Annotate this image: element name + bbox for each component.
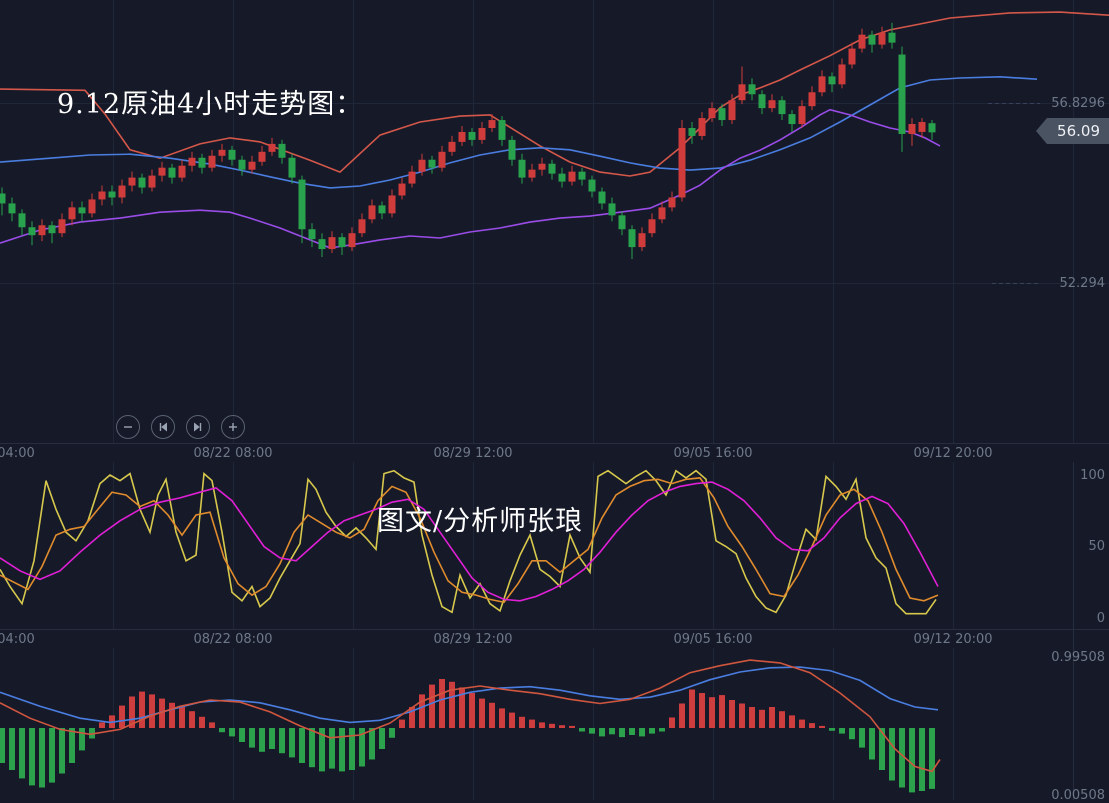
go-to-start-button[interactable]: [151, 415, 175, 439]
stoch-level-50: 50: [1088, 539, 1105, 554]
time-axis-label: 09/05 16:00: [673, 446, 753, 461]
stoch-level-100: 100: [1080, 468, 1105, 483]
bollinger-bands: [0, 11, 1109, 249]
chart-title: 9.12原油4小时走势图：: [57, 89, 364, 120]
macd-lines: [0, 659, 941, 773]
stoch-line-D: [0, 477, 939, 604]
time-axis-oscillator: 04:00 08/22 08:00 08/29 12:00 09/05 16:00 09…: [0, 631, 1109, 649]
candles: [0, 22, 936, 260]
time-axis-label: 04:00: [0, 446, 35, 461]
time-axis-label: 09/05 16:00: [673, 632, 753, 647]
time-axis-label: 08/29 12:00: [433, 632, 513, 647]
price-level-label-lower: 52.294: [1059, 276, 1106, 291]
skip-forward-icon: [192, 421, 204, 433]
stoch-level-0: 0: [1096, 611, 1105, 626]
macd-bottom-label: 0.00508: [1051, 788, 1105, 803]
stoch-line-slow: [0, 481, 939, 602]
minus-icon: [122, 421, 134, 433]
zoom-out-button[interactable]: [116, 415, 140, 439]
stochastic-lines: [0, 469, 939, 615]
time-axis-main: 04:00 08/22 08:00 08/29 12:00 09/05 16:00 09…: [0, 445, 1109, 463]
go-to-end-button[interactable]: [186, 415, 210, 439]
time-axis-label: 08/29 12:00: [433, 446, 513, 461]
price-level-label-upper: 56.8296: [1051, 96, 1105, 111]
macd-histogram: [0, 679, 935, 793]
chart-toolbar: [116, 415, 245, 439]
plus-icon: [227, 421, 239, 433]
skip-back-icon: [157, 421, 169, 433]
macd-top-label: 0.99508: [1051, 650, 1105, 665]
time-axis-label: 09/12 20:00: [913, 632, 993, 647]
analyst-watermark: 图文/分析师张琅: [377, 506, 584, 537]
time-axis-label: 08/22 08:00: [193, 446, 273, 461]
bollinger-lower: [0, 108, 941, 249]
current-price-tag: 56.09: [1036, 118, 1109, 144]
time-axis-label: 09/12 20:00: [913, 446, 993, 461]
macd-line-dif: [0, 659, 941, 773]
bollinger-middle: [0, 75, 1038, 189]
time-axis-label: 08/22 08:00: [193, 632, 273, 647]
time-axis-label: 04:00: [0, 632, 35, 647]
zoom-in-button[interactable]: [221, 415, 245, 439]
stoch-line-K: [0, 469, 937, 615]
